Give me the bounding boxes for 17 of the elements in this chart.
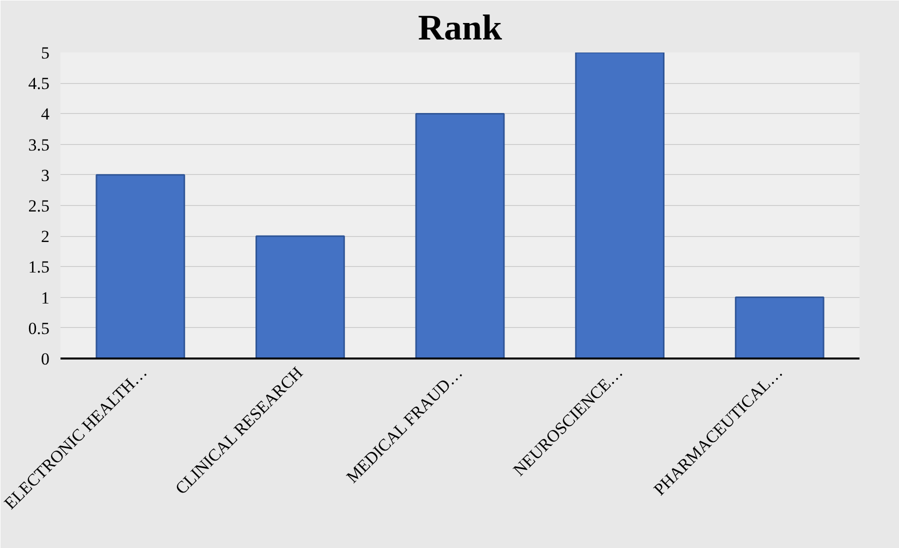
bar: [575, 52, 664, 358]
y-tick-label: 1: [41, 288, 50, 308]
y-tick-label: 3: [41, 166, 50, 185]
y-tick-label: 4.5: [28, 74, 50, 94]
y-tick-label: 4: [41, 104, 50, 124]
chart-title: Rank: [418, 8, 502, 48]
y-tick-label: 2.5: [28, 196, 50, 216]
bar: [415, 112, 505, 358]
bar: [256, 235, 345, 358]
y-tick-label: 5: [41, 44, 50, 62]
y-tick-label: 1.5: [28, 258, 50, 277]
y-tick-label: 2: [41, 227, 50, 246]
bar: [96, 174, 186, 358]
y-tick-label: 3.5: [28, 135, 50, 154]
y-tick-label: 0.5: [28, 318, 50, 338]
y-tick-label: 0: [41, 350, 50, 368]
bar: [734, 296, 824, 358]
